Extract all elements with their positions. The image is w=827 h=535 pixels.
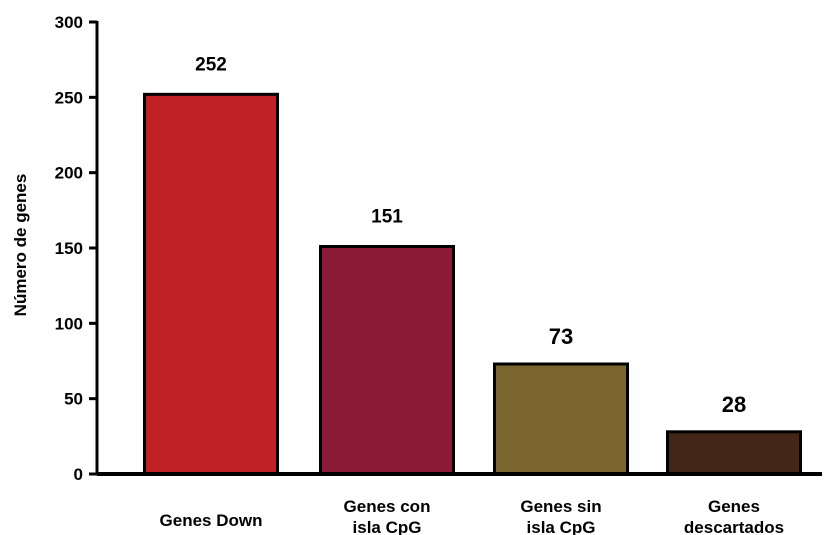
bar	[666, 430, 802, 476]
y-tick-label: 50	[64, 390, 83, 409]
category-label-line: isla CpG	[353, 518, 422, 535]
y-tick-label: 150	[55, 239, 83, 258]
category-label-line: isla CpG	[527, 518, 596, 535]
y-axis-title-text: Número de genes	[11, 174, 30, 317]
bar-data-label: 73	[549, 324, 573, 349]
category-label-line: Genes sin	[520, 497, 601, 516]
bar	[493, 362, 629, 476]
category-label: Genes descartados	[684, 497, 784, 535]
bar-data-label: 252	[195, 54, 227, 75]
category-label-line: Genes Down	[160, 511, 263, 530]
bar	[319, 244, 455, 476]
bar	[143, 92, 279, 476]
y-tick-label: 300	[55, 13, 83, 32]
category-labels: Genes Down Genes con isla CpG Genes sin isla…	[160, 497, 785, 535]
y-axis-ticks: 0 50 100 150 200 250 300	[55, 13, 97, 484]
axes	[95, 21, 822, 476]
bars	[143, 92, 802, 476]
bar-data-label: 28	[722, 392, 746, 417]
y-tick-label: 250	[55, 88, 83, 107]
category-label-line: Genes con	[344, 497, 431, 516]
category-label: Genes sin isla CpG	[520, 497, 601, 535]
category-label-line: Genes	[708, 497, 760, 516]
y-tick-label: 100	[55, 314, 83, 333]
category-label: Genes con isla CpG	[344, 497, 431, 535]
category-label: Genes Down	[160, 511, 263, 530]
bar-data-label: 151	[371, 206, 403, 227]
y-tick-label: 200	[55, 164, 83, 183]
y-tick-label: 0	[74, 465, 83, 484]
category-label-line: descartados	[684, 518, 784, 535]
data-labels: 252 151 73 28	[195, 54, 746, 416]
y-axis-title: Número de genes	[11, 174, 30, 317]
